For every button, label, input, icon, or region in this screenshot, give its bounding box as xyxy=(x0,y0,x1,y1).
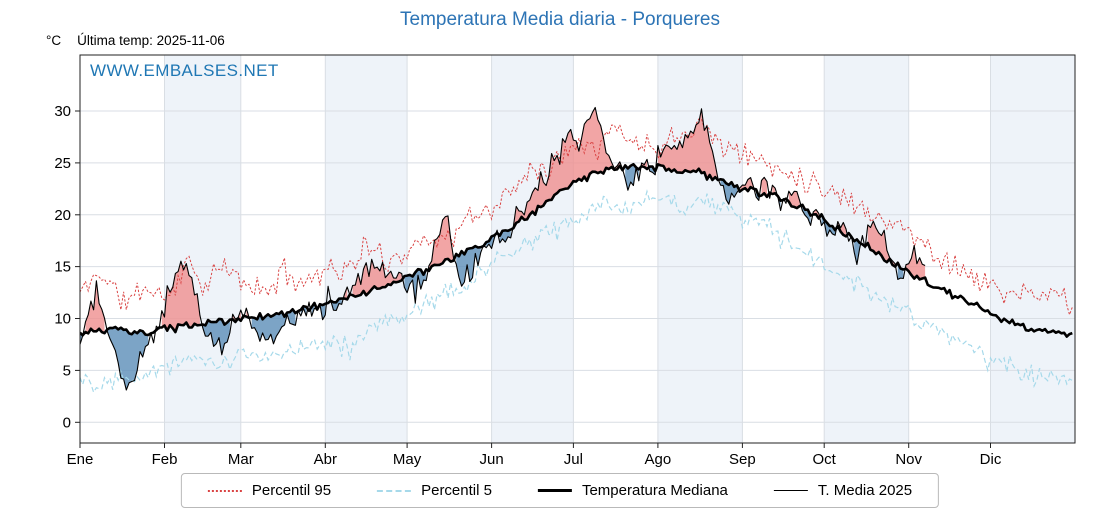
svg-text:15: 15 xyxy=(54,259,71,276)
svg-text:25: 25 xyxy=(54,155,71,172)
svg-text:20: 20 xyxy=(54,207,71,224)
legend: Percentil 95 Percentil 5 Temperatura Med… xyxy=(180,473,940,508)
svg-text:Mar: Mar xyxy=(228,451,254,468)
svg-text:Jun: Jun xyxy=(480,451,504,468)
svg-text:Oct: Oct xyxy=(813,451,837,468)
legend-label-media-2025: T. Media 2025 xyxy=(817,482,913,499)
svg-text:Jul: Jul xyxy=(564,451,583,468)
legend-label-percentil-95: Percentil 95 xyxy=(251,482,332,499)
svg-text:Abr: Abr xyxy=(314,451,337,468)
svg-text:0: 0 xyxy=(63,414,71,431)
svg-text:Ago: Ago xyxy=(645,451,672,468)
legend-label-mediana: Temperatura Mediana xyxy=(581,482,728,499)
svg-text:Ene: Ene xyxy=(67,451,94,468)
svg-text:Sep: Sep xyxy=(729,451,756,468)
svg-text:Nov: Nov xyxy=(895,451,922,468)
svg-text:Feb: Feb xyxy=(152,451,178,468)
legend-item-media-2025: T. Media 2025 xyxy=(773,482,913,499)
svg-text:Dic: Dic xyxy=(980,451,1002,468)
svg-text:30: 30 xyxy=(54,103,71,120)
mediana-line-swatch-icon xyxy=(537,489,572,492)
legend-item-percentil-95: Percentil 95 xyxy=(207,482,332,499)
legend-label-percentil-5: Percentil 5 xyxy=(421,482,492,499)
percentil-5-line-swatch-icon xyxy=(377,489,412,492)
svg-text:May: May xyxy=(393,451,422,468)
watermark: WWW.EMBALSES.NET xyxy=(90,61,279,80)
y-unit-label: °C xyxy=(46,33,62,48)
page-title: Temperatura Media diaria - Porqueres xyxy=(400,9,720,30)
svg-text:5: 5 xyxy=(63,362,71,379)
last-temp-label: Última temp: 2025-11-06 xyxy=(77,33,225,48)
percentil-95-line-swatch-icon xyxy=(207,489,242,492)
media-2025-line-swatch-icon xyxy=(773,489,808,492)
chart-info-row: °C Última temp: 2025-11-06 xyxy=(46,33,225,48)
legend-item-percentil-5: Percentil 5 xyxy=(377,482,492,499)
legend-item-mediana: Temperatura Mediana xyxy=(537,482,728,499)
svg-text:10: 10 xyxy=(54,311,71,328)
